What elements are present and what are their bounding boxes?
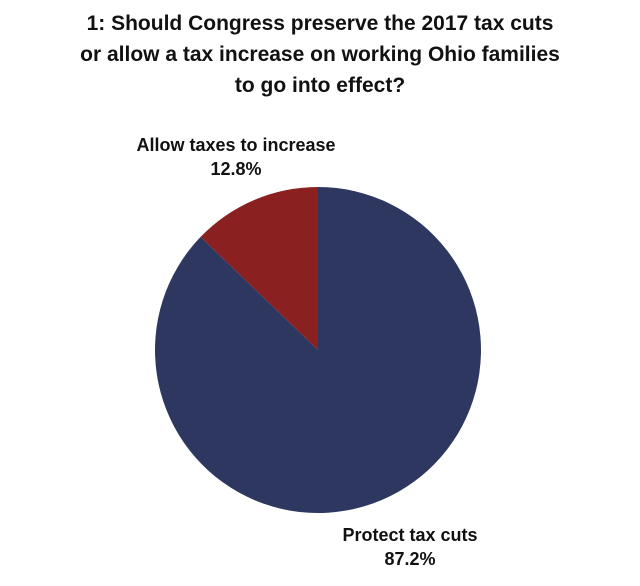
chart-title-line-2: or allow a tax increase on working Ohio … — [80, 43, 560, 66]
chart-title-line-3: to go into effect? — [234, 74, 406, 97]
slice-label-protect-tax-cuts: Protect tax cuts 87.2% — [290, 523, 530, 571]
pie-slice-protect-tax-cuts — [155, 187, 482, 513]
chart-title-line-1: 1: Should Congress preserve the 2017 tax… — [86, 12, 554, 35]
slice-label-protect-tax-cuts-value: 87.2% — [384, 549, 436, 569]
slice-label-allow-taxes-name: Allow taxes to increase — [136, 135, 336, 155]
slice-label-allow-taxes-value: 12.8% — [210, 159, 262, 179]
pie-slice-allow-taxes-to-increase — [200, 187, 318, 350]
slice-label-allow-taxes: Allow taxes to increase 12.8% — [116, 133, 356, 181]
slice-label-protect-tax-cuts-name: Protect tax cuts — [342, 525, 478, 545]
chart-title: 1: Should Congress preserve the 2017 tax… — [0, 8, 640, 101]
